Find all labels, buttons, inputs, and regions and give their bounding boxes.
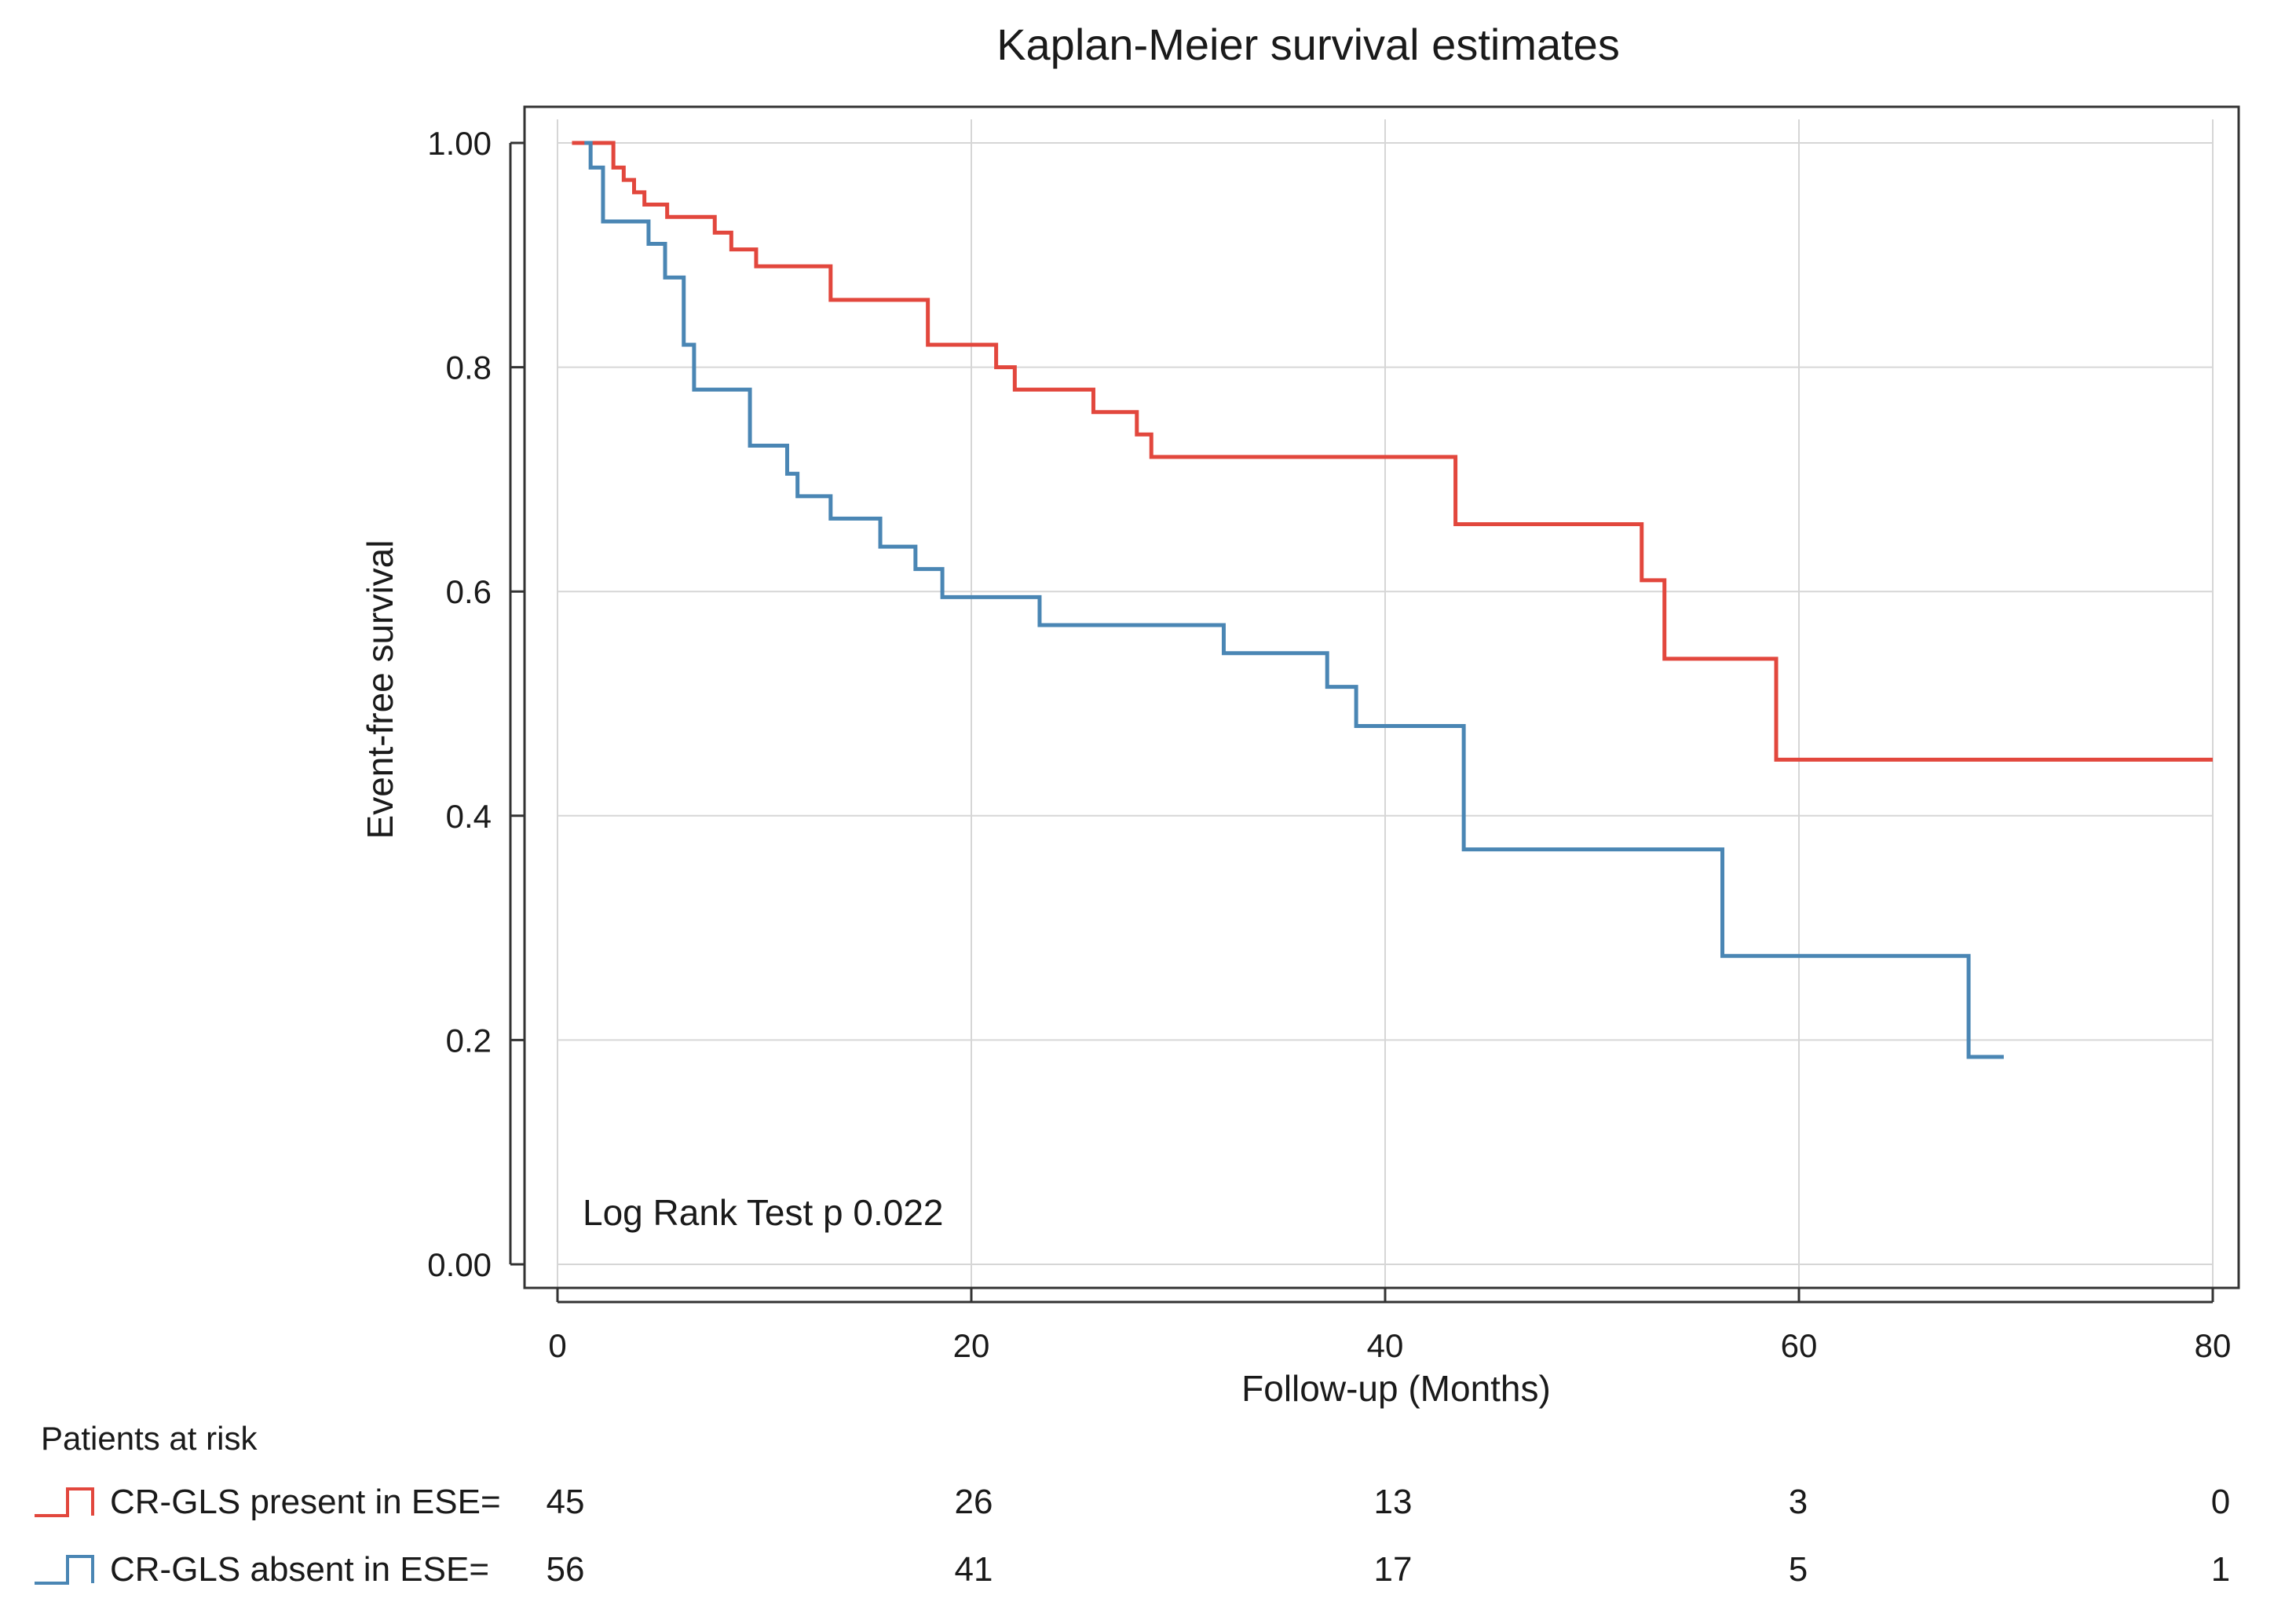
y-axis-label: Event-free survival xyxy=(360,540,400,839)
y-tick-label: 1.00 xyxy=(427,125,492,162)
chart-title: Kaplan-Meier survival estimates xyxy=(996,20,1620,69)
y-tick-label: 0.4 xyxy=(446,798,492,835)
km-curve xyxy=(584,141,2004,1059)
x-tick-label: 40 xyxy=(1367,1327,1404,1364)
x-axis-label: Follow-up (Months) xyxy=(1241,1368,1551,1409)
km-curve xyxy=(572,141,2213,762)
axes: 0.00 0.2 0.4 0.6 0.8 1.00 0 20 40 60 80 xyxy=(427,125,2231,1364)
plot-frame xyxy=(523,105,2240,1289)
y-tick-label: 0.6 xyxy=(446,573,492,610)
x-tick-label: 60 xyxy=(1781,1327,1818,1364)
x-tick-label: 80 xyxy=(2195,1327,2232,1364)
grid-lines xyxy=(557,119,2214,1288)
x-tick-label: 20 xyxy=(953,1327,990,1364)
y-tick-label: 0.8 xyxy=(446,349,492,386)
survival-curves xyxy=(572,141,2213,1059)
x-tick-label: 0 xyxy=(548,1327,566,1364)
y-tick-label: 0.2 xyxy=(446,1022,492,1059)
log-rank-annotation: Log Rank Test p 0.022 xyxy=(583,1192,943,1233)
y-tick-label: 0.00 xyxy=(427,1246,492,1283)
